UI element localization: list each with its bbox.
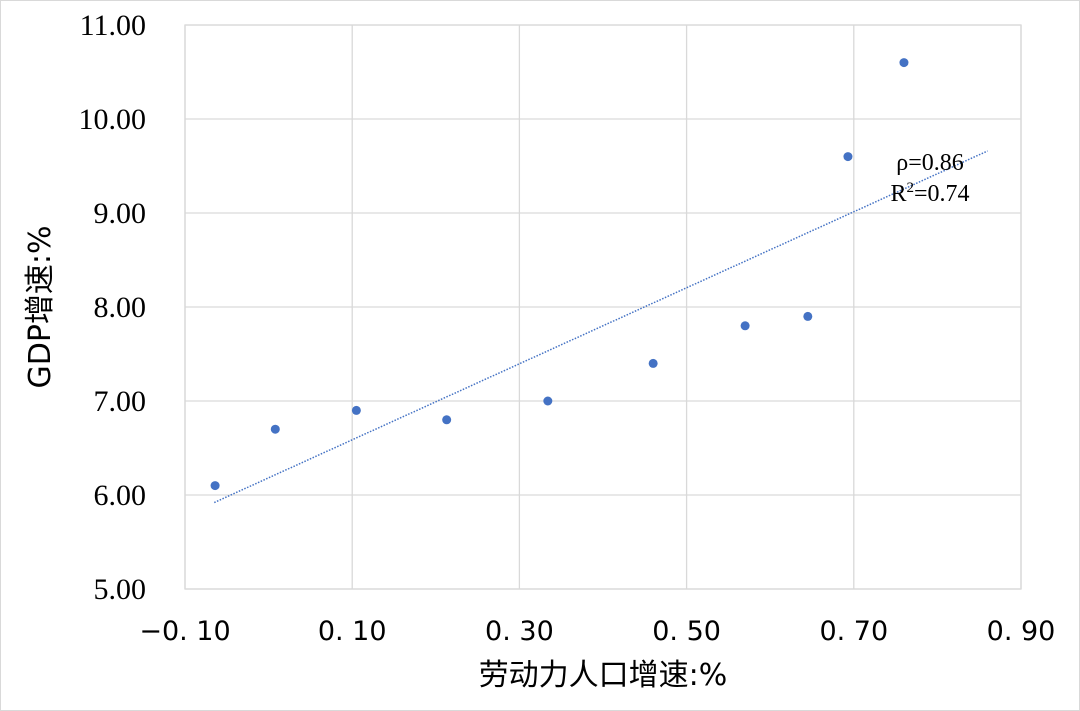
y-tick-label: 9.00	[94, 197, 147, 230]
x-tick-label: 0. 50	[652, 616, 721, 647]
y-tick-label: 10.00	[79, 103, 147, 136]
y-tick-label: 6.00	[94, 479, 147, 512]
x-tick-label: 0. 90	[987, 616, 1056, 647]
data-point	[843, 152, 853, 162]
y-tick-label: 11.00	[80, 9, 146, 42]
x-axis-title: 劳动力人口增速:%	[479, 658, 728, 693]
y-tick-label: 7.00	[94, 385, 147, 418]
x-tick-label: −0. 10	[139, 616, 230, 647]
data-point	[210, 481, 220, 491]
x-tick-label: 0. 10	[318, 616, 387, 647]
rho-annotation: ρ=0.86	[896, 150, 964, 176]
data-point	[740, 321, 750, 331]
data-point	[543, 396, 553, 406]
gridlines	[184, 24, 1022, 590]
plot-area	[184, 24, 1022, 590]
r-squared-annotation: R2=0.74	[890, 180, 969, 207]
data-point	[270, 424, 280, 434]
data-point	[442, 415, 452, 425]
data-point	[351, 405, 361, 415]
r-squared-superscript: 2	[906, 180, 914, 196]
y-tick-label: 8.00	[94, 291, 147, 324]
data-point	[899, 58, 909, 68]
y-axis-title: GDP增速:%	[23, 225, 58, 388]
trendline	[213, 150, 988, 504]
data-points	[210, 58, 909, 491]
data-point	[803, 311, 813, 321]
y-axis-ticks: 5.00 6.00 7.00 8.00 9.00 10.00 11.00	[79, 9, 147, 606]
x-tick-label: 0. 70	[819, 616, 888, 647]
r-squared-value: =0.74	[914, 181, 970, 207]
x-tick-label: 0. 30	[485, 616, 554, 647]
trendline-path	[213, 150, 988, 504]
r-squared-base: R	[890, 181, 906, 207]
x-axis-ticks: −0. 10 0. 10 0. 30 0. 50 0. 70 0. 90	[139, 616, 1055, 647]
y-tick-label: 5.00	[94, 573, 147, 606]
data-point	[648, 358, 658, 368]
